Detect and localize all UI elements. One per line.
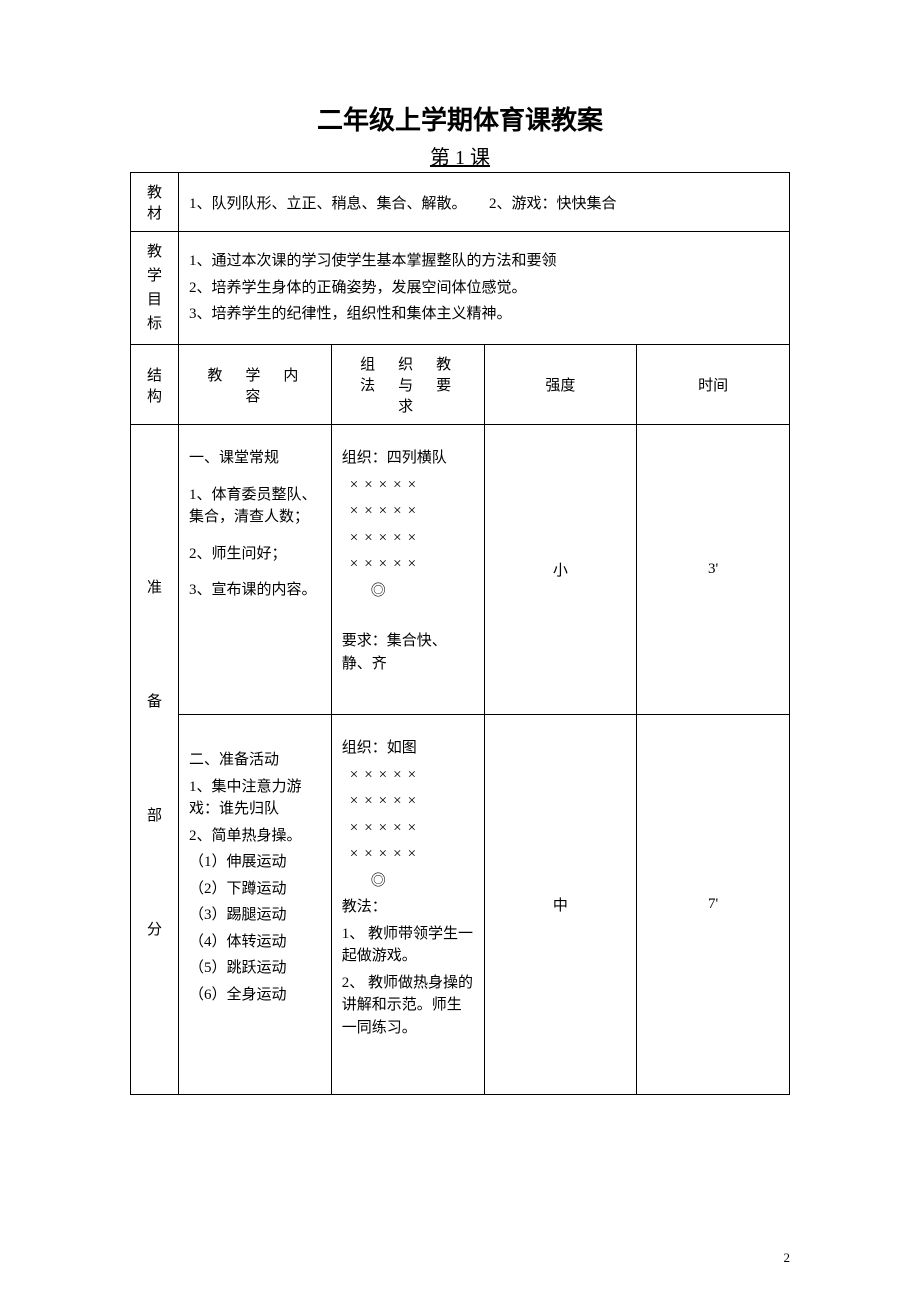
lesson-plan-table: 教材 1、队列队形、立正、稍息、集合、解散。 2、游戏：快快集合 教学目标 1、…: [130, 172, 790, 1095]
material-label: 教材: [131, 173, 179, 232]
teach-label: 教法：: [342, 896, 474, 919]
content-item: （1）伸展运动: [189, 851, 321, 874]
formation-line: ×××××: [342, 843, 474, 866]
content-item: 2、简单热身操。: [189, 825, 321, 848]
table-row: 二、准备活动 1、集中注意力游戏：谁先归队 2、简单热身操。 （1）伸展运动 （…: [131, 715, 790, 1095]
formation-line: ×××××: [342, 817, 474, 840]
goals-row: 教学目标 1、通过本次课的学习使学生基本掌握整队的方法和要领 2、培养学生身体的…: [131, 232, 790, 345]
intensity-value: 中: [484, 715, 637, 1095]
formation-line: ×××××: [342, 474, 474, 497]
goal-line: 2、培养学生身体的正确姿势，发展空间体位感觉。: [189, 277, 779, 300]
material-text: 1、队列队形、立正、稍息、集合、解散。 2、游戏：快快集合: [179, 173, 790, 232]
lesson-number: 第 1 课: [130, 141, 790, 170]
content-heading: 一、课堂常规: [189, 447, 321, 470]
method-header: 组 织 教 法 与 要 求: [331, 345, 484, 425]
material-row: 教材 1、队列队形、立正、稍息、集合、解散。 2、游戏：快快集合: [131, 173, 790, 232]
content-item: 2、师生问好；: [189, 543, 321, 566]
prep-char: 准: [147, 580, 162, 596]
table-row: 准 备 部 分 一、课堂常规 1、体育委员整队、集合，清查人数； 2、师生问好；…: [131, 425, 790, 715]
intensity-value: 小: [484, 425, 637, 715]
teach-item: 2、 教师做热身操的讲解和示范。师生一同练习。: [342, 972, 474, 1040]
formation-line: ◎: [342, 870, 474, 893]
column-headers: 结构 教 学 内 容 组 织 教 法 与 要 求 强度 时间: [131, 345, 790, 425]
content-item: （3）踢腿运动: [189, 904, 321, 927]
formation-line: ◎: [342, 580, 474, 603]
goal-line: 1、通过本次课的学习使学生基本掌握整队的方法和要领: [189, 250, 779, 273]
method-cell-1: 组织：四列横队 ××××× ××××× ××××× ××××× ◎ 要求：集合快…: [331, 425, 484, 715]
method-cell-2: 组织：如图 ××××× ××××× ××××× ××××× ◎ 教法： 1、 教…: [331, 715, 484, 1095]
prep-char: 部: [147, 808, 162, 824]
org-label: 组织：四列横队: [342, 447, 474, 470]
content-cell-2: 二、准备活动 1、集中注意力游戏：谁先归队 2、简单热身操。 （1）伸展运动 （…: [179, 715, 332, 1095]
intensity-header: 强度: [484, 345, 637, 425]
content-item: 3、宣布课的内容。: [189, 579, 321, 602]
teach-item: 1、 教师带领学生一起做游戏。: [342, 923, 474, 968]
goals-cell: 1、通过本次课的学习使学生基本掌握整队的方法和要领 2、培养学生身体的正确姿势，…: [179, 232, 790, 345]
time-value: 3': [637, 425, 790, 715]
prep-char: 分: [147, 922, 162, 938]
content-heading: 二、准备活动: [189, 749, 321, 772]
page-title: 二年级上学期体育课教案: [130, 100, 790, 137]
content-item: （6）全身运动: [189, 984, 321, 1007]
org-label: 组织：如图: [342, 737, 474, 760]
content-cell-1: 一、课堂常规 1、体育委员整队、集合，清查人数； 2、师生问好； 3、宣布课的内…: [179, 425, 332, 715]
time-header: 时间: [637, 345, 790, 425]
formation-line: ×××××: [342, 553, 474, 576]
prep-char: 备: [147, 694, 162, 710]
content-item: （5）跳跃运动: [189, 957, 321, 980]
goal-line: 3、培养学生的纪律性，组织性和集体主义精神。: [189, 303, 779, 326]
prep-section-label: 准 备 部 分: [131, 425, 179, 1095]
requirement-label: 要求：集合快、静、齐: [342, 630, 474, 675]
formation-line: ×××××: [342, 764, 474, 787]
formation-line: ×××××: [342, 500, 474, 523]
content-item: 1、集中注意力游戏：谁先归队: [189, 776, 321, 821]
goals-label: 教学目标: [131, 232, 179, 345]
content-item: 1、体育委员整队、集合，清查人数；: [189, 484, 321, 529]
content-item: （4）体转运动: [189, 931, 321, 954]
formation-line: ×××××: [342, 790, 474, 813]
formation-line: ×××××: [342, 527, 474, 550]
content-header: 教 学 内 容: [179, 345, 332, 425]
structure-header: 结构: [131, 345, 179, 425]
page-number: 2: [784, 1250, 791, 1266]
time-value: 7': [637, 715, 790, 1095]
content-item: （2）下蹲运动: [189, 878, 321, 901]
